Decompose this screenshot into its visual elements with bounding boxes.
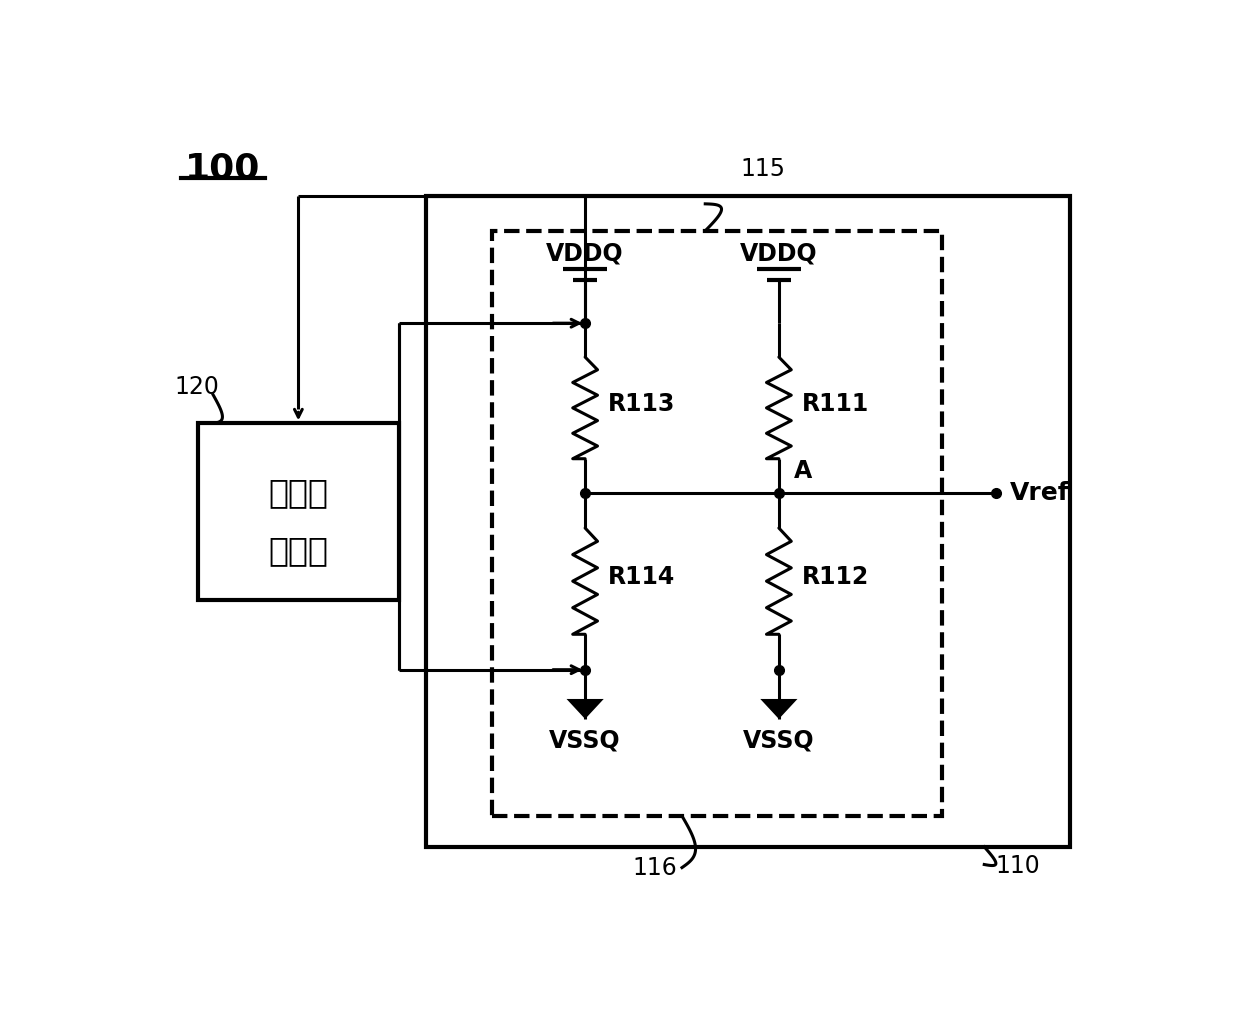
Text: R114: R114 (609, 566, 676, 589)
Polygon shape (760, 699, 797, 719)
Text: 120: 120 (175, 375, 219, 399)
Text: Vref: Vref (1009, 481, 1069, 504)
Text: R112: R112 (802, 566, 869, 589)
Text: 116: 116 (632, 856, 677, 879)
Text: R113: R113 (609, 392, 676, 416)
Text: VSSQ: VSSQ (743, 728, 815, 752)
Text: 噪声检: 噪声检 (268, 476, 329, 509)
Text: VDDQ: VDDQ (740, 242, 817, 265)
Text: R111: R111 (802, 392, 869, 416)
Text: VDDQ: VDDQ (547, 242, 624, 265)
Polygon shape (567, 699, 604, 719)
Text: 115: 115 (740, 157, 785, 181)
Text: 测电路: 测电路 (268, 534, 329, 567)
Text: VSSQ: VSSQ (549, 728, 621, 752)
Text: 110: 110 (996, 854, 1040, 877)
Text: 100: 100 (185, 152, 260, 186)
Text: A: A (795, 459, 812, 484)
